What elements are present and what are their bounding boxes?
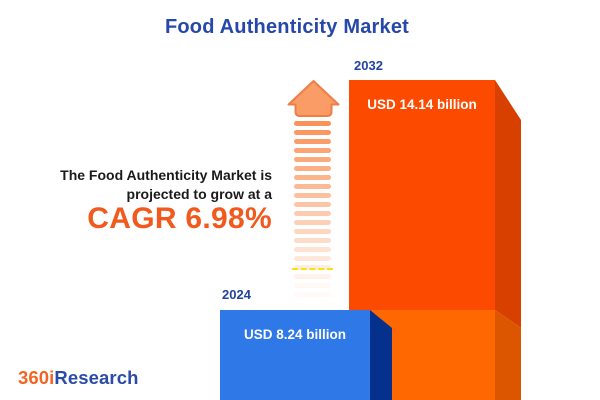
- arrow-stripe: [294, 175, 331, 180]
- annotation-line-2: projected to grow at a: [126, 186, 272, 202]
- logo-suffix: Research: [54, 367, 139, 388]
- arrow-stripe: [294, 130, 331, 135]
- arrow-stripe: [294, 157, 331, 162]
- bar-label-year-2024: 2024: [222, 287, 251, 302]
- cagr-value: CAGR 6.98%: [87, 202, 272, 235]
- annotation-line-1: The Food Authenticity Market is: [60, 167, 272, 183]
- arrow-stripe: [294, 256, 331, 261]
- logo-prefix: 360i: [18, 367, 55, 388]
- bar-2032-side-top: [495, 80, 521, 328]
- arrow-stripe: [294, 184, 331, 189]
- arrow-stripe: [294, 139, 331, 144]
- arrow-stripe: [294, 193, 331, 198]
- arrow-stripe: [294, 211, 331, 216]
- bar-2024-front: [220, 310, 370, 400]
- arrow-stripe: [294, 229, 331, 234]
- arrow-stripe: [294, 265, 331, 270]
- bar-2032-side-bottom: [495, 310, 521, 400]
- bar-value-2032: USD 14.14 billion: [367, 97, 477, 112]
- arrow-stripe: [294, 283, 331, 288]
- growth-arrow-stripes: [294, 121, 331, 301]
- page-title: Food Authenticity Market: [164, 16, 410, 38]
- arrow-stripe: [294, 202, 331, 207]
- yellow-dashed-line: [292, 268, 333, 270]
- arrow-stripe: [294, 220, 331, 225]
- arrow-stripe: [294, 247, 331, 252]
- arrow-stripe: [294, 238, 331, 243]
- bar-label-year-2032: 2032: [354, 58, 383, 73]
- bar-value-2024: USD 8.24 billion: [243, 327, 347, 342]
- arrow-stripe: [294, 274, 331, 279]
- growth-arrow-icon: [287, 80, 340, 117]
- arrow-stripe: [294, 121, 331, 126]
- arrow-stripe: [294, 148, 331, 153]
- arrow-stripe: [294, 292, 331, 297]
- bar-2024-side: [370, 310, 392, 400]
- annotation-block: The Food Authenticity Market is projecte…: [20, 166, 272, 235]
- company-logo: 360iResearch: [18, 367, 139, 389]
- bar-2032-front-top: [349, 80, 495, 310]
- arrow-stripe: [294, 166, 331, 171]
